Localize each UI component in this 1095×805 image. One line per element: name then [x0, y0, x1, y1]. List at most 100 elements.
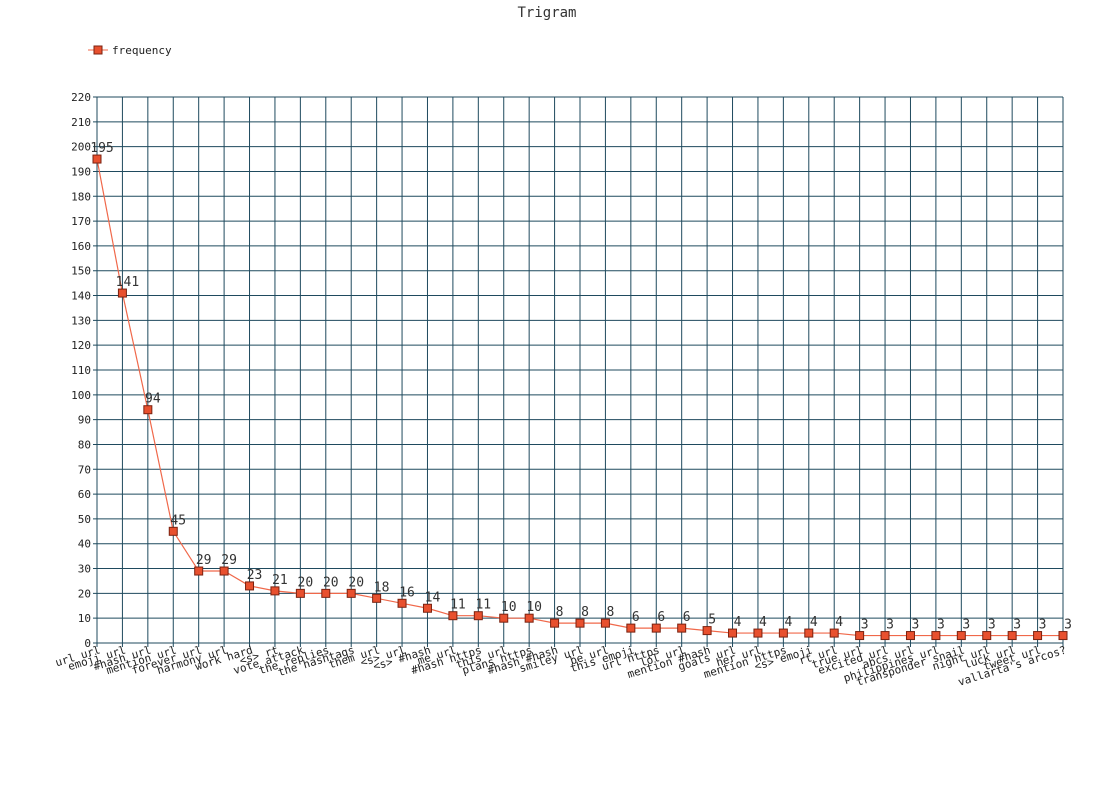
data-point: [117, 288, 127, 298]
data-point: [499, 613, 509, 623]
chart-title: Trigram: [517, 5, 576, 21]
data-label: 4: [784, 615, 792, 630]
data-point: [982, 631, 992, 641]
data-label: 20: [323, 575, 339, 590]
grid: [93, 96, 1064, 647]
y-tick-label: 140: [71, 290, 91, 303]
data-label: 20: [298, 575, 314, 590]
data-label: 8: [556, 605, 564, 620]
data-point: [626, 623, 636, 633]
data-point: [194, 566, 204, 576]
data-label: 4: [759, 615, 767, 630]
data-label: 195: [90, 141, 113, 156]
data-point: [880, 631, 890, 641]
data-point: [168, 526, 178, 536]
data-label: 18: [374, 580, 390, 595]
legend: frequency: [88, 44, 172, 57]
data-point: [753, 628, 763, 638]
legend-marker: [93, 45, 103, 55]
data-point: [270, 586, 280, 596]
data-label: 4: [734, 615, 742, 630]
data-point: [1058, 631, 1068, 641]
data-point: [550, 618, 560, 628]
y-tick-label: 170: [71, 215, 91, 228]
data-label: 10: [501, 600, 517, 615]
data-label: 21: [272, 573, 288, 588]
y-tick-label: 110: [71, 364, 91, 377]
data-point: [245, 581, 255, 591]
y-tick-label: 100: [71, 389, 91, 402]
data-label: 29: [221, 553, 237, 568]
data-label: 11: [475, 598, 491, 613]
data-label: 16: [399, 585, 415, 600]
data-point: [651, 623, 661, 633]
y-tick-label: 90: [78, 414, 91, 427]
data-label: 6: [657, 610, 665, 625]
data-point: [829, 628, 839, 638]
data-label: 3: [1064, 618, 1072, 633]
data-point: [931, 631, 941, 641]
data-point: [397, 598, 407, 608]
legend-label: frequency: [112, 44, 172, 57]
data-point: [728, 628, 738, 638]
data-label: 8: [607, 605, 615, 620]
data-label: 8: [581, 605, 589, 620]
data-point: [1007, 631, 1017, 641]
y-tick-label: 200: [71, 141, 91, 154]
data-label: 23: [247, 568, 263, 583]
data-label: 6: [683, 610, 691, 625]
data-point: [92, 154, 102, 164]
y-tick-label: 50: [78, 513, 91, 526]
data-point: [219, 566, 229, 576]
data-label: 29: [196, 553, 212, 568]
y-tick-label: 40: [78, 538, 91, 551]
data-point: [448, 611, 458, 621]
data-point: [600, 618, 610, 628]
data-point: [575, 618, 585, 628]
data-label: 5: [708, 613, 716, 628]
y-tick-label: 80: [78, 438, 91, 451]
data-label: 4: [810, 615, 818, 630]
y-tick-label: 180: [71, 190, 91, 203]
y-tick-label: 20: [78, 587, 91, 600]
data-label: 11: [450, 598, 466, 613]
data-label: 3: [962, 618, 970, 633]
data-point: [524, 613, 534, 623]
data-label: 141: [116, 275, 139, 290]
data-label: 3: [937, 618, 945, 633]
data-point: [855, 631, 865, 641]
data-label: 3: [912, 618, 920, 633]
y-tick-label: 30: [78, 563, 91, 576]
data-point: [372, 593, 382, 603]
y-tick-label: 160: [71, 240, 91, 253]
y-axis-ticks: 0 10 20 30 40 50 60 70 80 90 100 110 120 130 140 150 160…: [71, 91, 91, 650]
data-point: [295, 588, 305, 598]
data-label: 3: [1039, 618, 1047, 633]
data-point: [905, 631, 915, 641]
y-tick-label: 10: [78, 612, 91, 625]
data-label: 4: [835, 615, 843, 630]
y-tick-label: 190: [71, 165, 91, 178]
data-label: 3: [886, 618, 894, 633]
data-label: 3: [988, 618, 996, 633]
data-point: [702, 626, 712, 636]
y-tick-label: 120: [71, 339, 91, 352]
data-label: 3: [861, 618, 869, 633]
data-point: [1033, 631, 1043, 641]
data-point: [346, 588, 356, 598]
data-point: [143, 405, 153, 415]
data-point: [804, 628, 814, 638]
data-label: 45: [170, 513, 186, 528]
y-tick-label: 70: [78, 463, 91, 476]
data-point: [473, 611, 483, 621]
y-tick-label: 60: [78, 488, 91, 501]
y-tick-label: 130: [71, 314, 91, 327]
y-tick-label: 150: [71, 265, 91, 278]
data-point: [321, 588, 331, 598]
data-label: 14: [425, 590, 441, 605]
y-tick-label: 220: [71, 91, 91, 104]
data-point: [677, 623, 687, 633]
data-point: [778, 628, 788, 638]
data-label: 6: [632, 610, 640, 625]
